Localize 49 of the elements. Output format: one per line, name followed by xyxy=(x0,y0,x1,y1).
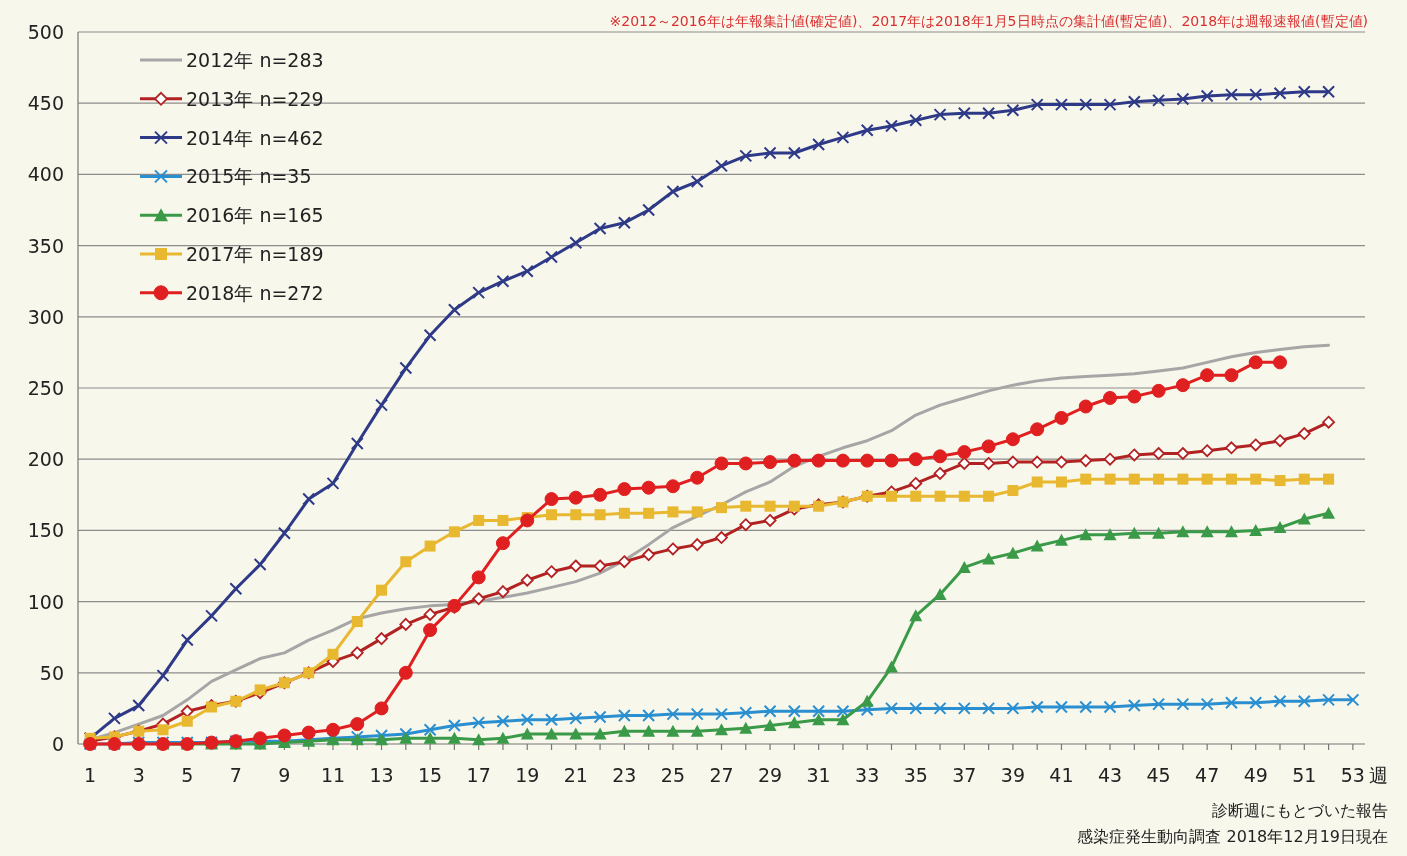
legend-label: 2018年 n=272 xyxy=(186,281,324,304)
x-tick-label: 15 xyxy=(418,764,443,786)
y-tick-label: 150 xyxy=(27,519,64,542)
text: ※2012～2016年は年報集計値(確定値)、2017年は2018年1月5日時点の集計値(暫定値)、2018年は週報速報値(暫定値) xyxy=(609,13,1368,29)
text: 診断週にもとづいた報告 xyxy=(1212,801,1388,820)
x-tick-label: 49 xyxy=(1243,764,1268,786)
legend-label: 2016年 n=165 xyxy=(186,204,324,227)
y-tick-label: 350 xyxy=(27,234,64,257)
y-tick-label: 200 xyxy=(27,448,64,471)
x-tick-label: 31 xyxy=(806,764,831,786)
y-tick-label: 400 xyxy=(27,163,64,186)
legend-label: 2015年 n=35 xyxy=(186,165,312,188)
legend-label: 2014年 n=462 xyxy=(186,126,324,149)
y-tick-label: 0 xyxy=(51,733,64,755)
x-tick-label: 25 xyxy=(660,764,686,786)
x-tick-label: 7 xyxy=(229,764,242,786)
x-tick-label: 29 xyxy=(757,764,783,786)
x-tick-label: 11 xyxy=(320,764,346,786)
x-tick-label: 33 xyxy=(855,764,880,786)
x-tick-label: 37 xyxy=(952,764,977,786)
x-tick-label: 43 xyxy=(1097,764,1123,786)
x-tick-label: 9 xyxy=(278,764,291,786)
legend-label: 2012年 n=283 xyxy=(186,49,324,71)
x-tick-label: 19 xyxy=(515,764,540,786)
x-tick-label: 5 xyxy=(181,764,194,786)
x-tick-label: 17 xyxy=(466,764,491,786)
y-tick-label: 500 xyxy=(27,21,64,43)
y-tick-label: 450 xyxy=(27,92,64,115)
x-tick-label: 41 xyxy=(1049,764,1074,786)
y-tick-label: 100 xyxy=(27,590,64,613)
y-tick-label: 300 xyxy=(27,305,64,328)
x-tick-label: 45 xyxy=(1146,764,1171,786)
x-tick-label: 51 xyxy=(1292,764,1317,786)
x-tick-label: 53 xyxy=(1340,764,1365,786)
x-axis-title: 週 xyxy=(1369,764,1388,786)
legend-label: 2013年 n=229 xyxy=(186,87,324,110)
x-tick-label: 21 xyxy=(563,764,588,786)
y-tick-label: 50 xyxy=(39,661,64,684)
x-tick-label: 23 xyxy=(612,764,637,786)
x-tick-label: 27 xyxy=(709,764,734,786)
x-tick-label: 35 xyxy=(903,764,928,786)
text: 感染症発生動向調査 2018年12月19日現在 xyxy=(1077,827,1388,846)
legend-label: 2017年 n=189 xyxy=(186,243,324,265)
x-tick-label: 1 xyxy=(84,764,97,786)
x-tick-label: 3 xyxy=(132,764,145,786)
x-tick-label: 39 xyxy=(1000,764,1025,786)
x-tick-label: 13 xyxy=(369,764,394,786)
y-tick-label: 250 xyxy=(27,377,64,399)
x-tick-label: 47 xyxy=(1195,764,1220,786)
